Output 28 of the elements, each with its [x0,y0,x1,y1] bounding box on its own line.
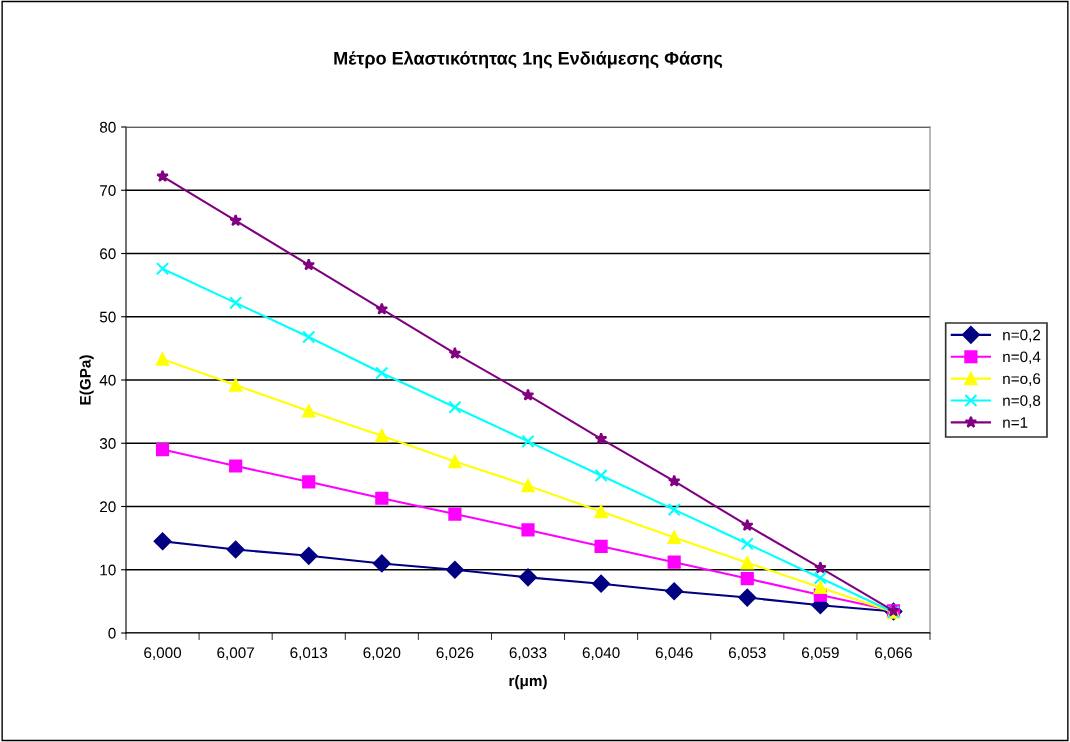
legend-label: n=o,6 [1003,373,1041,386]
x-tick-label: 6,013 [290,647,328,660]
y-tick-label: 0 [108,627,116,639]
x-tick-label: 6,007 [217,647,254,660]
x-axis-title: r(μm) [509,675,547,690]
x-tick-label: 6,046 [655,647,693,660]
x-tick-label: 6,020 [363,647,401,660]
y-tick-label: 20 [100,501,116,513]
legend-label: n=0,4 [1003,351,1041,365]
y-tick-label: 50 [99,311,116,323]
chart-title: Μέτρο Ελαστικότητας 1ης Ενδιάμεσης Φάσης [334,50,723,69]
y-tick-label: 60 [100,248,116,260]
x-tick-label: 6,066 [875,647,912,660]
x-tick-label: 6,026 [436,647,474,660]
x-tick-label: 6,040 [582,647,620,660]
x-tick-label: 6,033 [509,647,547,660]
legend-label: n=0,8 [1003,395,1041,408]
x-tick-label: 6,059 [802,647,839,660]
y-tick-label: 40 [99,374,116,386]
x-tick-label: 6,053 [728,647,766,660]
y-tick-label: 30 [99,438,116,449]
y-axis-title: E(GPa) [79,355,94,405]
y-tick-label: 10 [100,564,116,576]
y-tick-label: 70 [100,185,116,196]
legend-label: n=0,2 [1003,329,1041,343]
x-tick-label: 6,000 [144,647,182,660]
legend-label: n=1 [1003,417,1028,428]
y-tick-label: 80 [99,121,116,133]
